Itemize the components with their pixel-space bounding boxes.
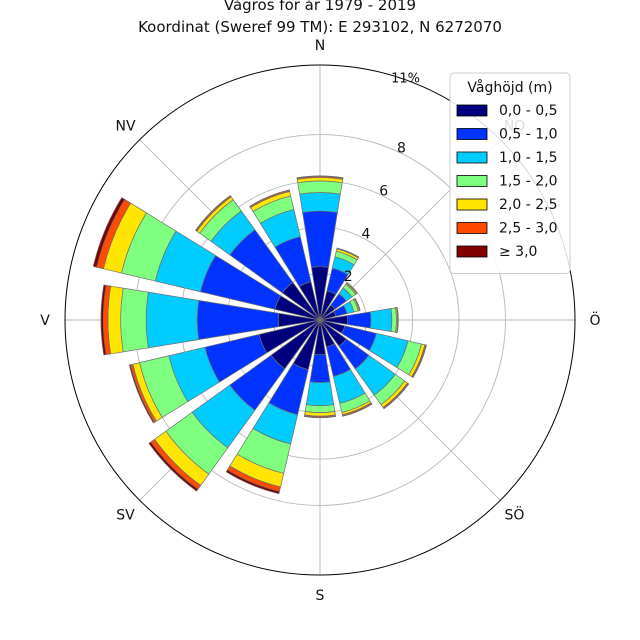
bar-sector-13-bin-6 [92, 197, 126, 268]
bar-sector-5-bin-6 [412, 344, 427, 378]
bar-sector-12-bin-6 [100, 284, 107, 356]
legend-swatch [456, 245, 488, 258]
legend-swatch [456, 104, 488, 117]
bar-sector-10-bin-6 [148, 441, 199, 492]
outer-frame [64, 64, 576, 576]
legend-swatch [456, 198, 488, 211]
legend-label: 2,0 - 2,5 [499, 197, 557, 213]
legend-swatch [456, 151, 488, 164]
legend-label: 1,0 - 1,5 [499, 150, 557, 166]
bar-sector-4-bin-6 [396, 307, 399, 333]
bar-sector-15-bin-6 [249, 189, 290, 208]
legend-title: Våghöjd (m) [467, 79, 552, 96]
bar-sector-0-bin-2 [299, 192, 341, 213]
legend-swatch [456, 128, 488, 140]
radial-max-label: 11% [391, 71, 420, 86]
radial-tick-label: 6 [379, 183, 388, 199]
bar-sector-2-bin-6 [346, 282, 358, 294]
direction-label-4: S [316, 588, 325, 604]
direction-label-6: V [40, 313, 50, 329]
bar-sector-12-bin-3 [120, 287, 149, 353]
bar-sector-14-bin-6 [195, 195, 231, 231]
legend: Våghöjd (m) 0,0 - 0,5 0,5 - 1,0 1,0 - 1,5 1,… [449, 72, 571, 274]
chart-subtitle: Koordinat (Sweref 99 TM): E 293102, N 62… [138, 18, 502, 36]
direction-label-2: Ö [589, 311, 600, 329]
bar-sector-11-bin-6 [128, 364, 155, 424]
legend-label: 1,5 - 2,0 [499, 174, 557, 190]
radial-tick-label: 8 [397, 141, 406, 157]
bar-sector-8-bin-2 [305, 381, 335, 407]
bar-sector-12-bin-2 [145, 291, 200, 349]
bar-sector-3-bin-6 [354, 297, 361, 311]
legend-label: 2,5 - 3,0 [499, 221, 557, 237]
legend-swatch [456, 175, 488, 187]
bar-sector-8-bin-6 [303, 415, 337, 419]
bar-sector-7-bin-6 [342, 403, 373, 417]
bar-sector-6-bin-6 [383, 383, 410, 410]
bar-sector-4-bin-3 [390, 307, 397, 333]
bar-sector-8-bin-3 [304, 404, 336, 414]
legend-label: 0,5 - 1,0 [499, 127, 557, 143]
bar-sector-1-bin-6 [336, 247, 360, 258]
legend-label: 0,0 - 0,5 [499, 103, 557, 119]
direction-label-3: SÖ [505, 505, 525, 523]
bar-sector-4-bin-2 [369, 308, 393, 332]
wave-rose-bars [92, 175, 427, 495]
bar-sector-12-bin-4 [107, 285, 124, 355]
direction-label-0: N [315, 38, 325, 54]
bar-sector-0-bin-6 [296, 175, 344, 179]
legend-swatch [456, 222, 488, 234]
direction-label-5: SV [116, 507, 135, 523]
bar-sector-0-bin-3 [297, 180, 343, 195]
bar-sector-9-bin-6 [225, 469, 280, 495]
radial-tick-label: 2 [344, 269, 353, 285]
chart-title: Vågros för år 1979 - 2019 [223, 0, 417, 14]
radial-tick-label: 4 [361, 226, 370, 242]
legend-label: ≥ 3,0 [499, 244, 537, 260]
direction-label-7: NV [116, 119, 136, 135]
